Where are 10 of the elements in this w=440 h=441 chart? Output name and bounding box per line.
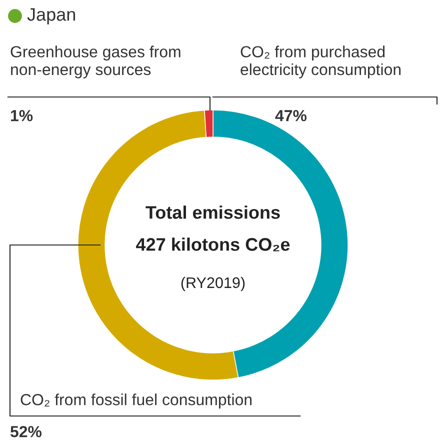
data-label: 47% [275, 110, 307, 122]
data-label: 1% [11, 110, 33, 122]
slice-label: Greenhouse gases from non-energy sources [10, 46, 180, 78]
data-label: 52% [10, 426, 42, 438]
text: Total emissions [146, 206, 280, 219]
slice-label: CO₂ from fossil fuel consumption [20, 394, 252, 408]
text: 427 kilotons CO₂e [136, 238, 290, 252]
slice-label: CO₂ from purchased electricity consumption [240, 46, 401, 78]
text: (RY2019) [181, 276, 245, 292]
chart-title: Japan [27, 8, 76, 24]
